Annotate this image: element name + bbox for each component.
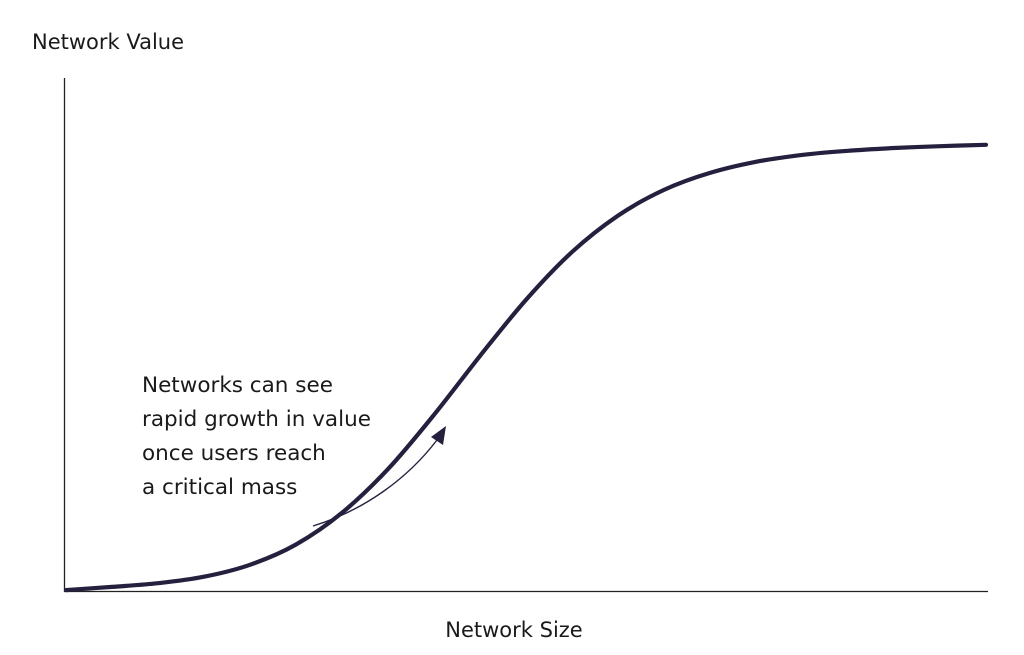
annotation-line-3: once users reach (142, 441, 326, 466)
x-axis-label: Network Size (445, 618, 582, 642)
annotation-line-1: Networks can see (142, 373, 333, 398)
growth-arrowhead (431, 426, 446, 445)
annotation-line-4: a critical mass (142, 475, 297, 500)
growth-arrow (312, 439, 438, 527)
annotation-line-2: rapid growth in value (142, 407, 371, 432)
network-value-curve (63, 142, 989, 593)
y-axis-label: Network Value (32, 30, 184, 54)
annotation-text: Networks can see rapid growth in value o… (142, 373, 378, 500)
